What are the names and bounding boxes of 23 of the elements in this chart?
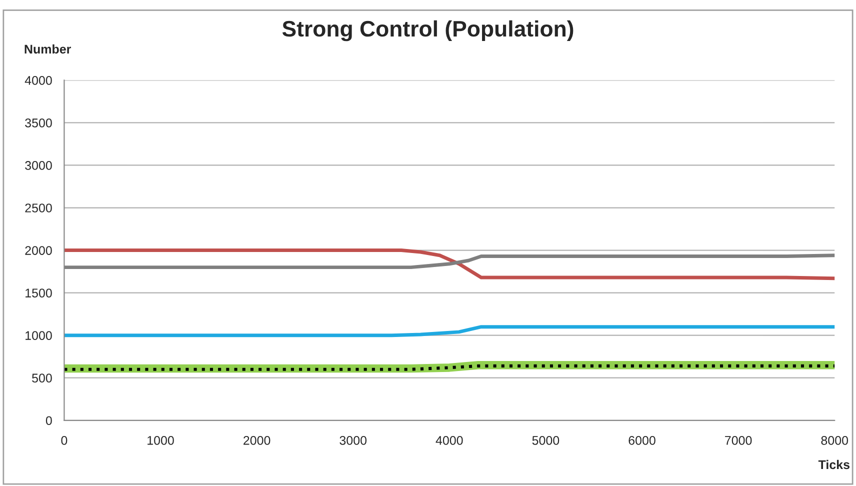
line-series (64, 325, 835, 338)
x-tick-label: 7000 (725, 436, 752, 445)
y-tick-label: 0 (46, 416, 52, 426)
x-tick-label: 1000 (148, 436, 174, 445)
y-tick-label: 3000 (25, 161, 52, 170)
x-tick-label: 5000 (532, 436, 560, 445)
x-tick-label: 0 (61, 436, 68, 445)
y-tick-label: 500 (32, 374, 52, 383)
y-tick-label: 1500 (26, 288, 52, 298)
chart-title: Strong Control (Population) (282, 20, 574, 42)
x-tick-label: 3000 (340, 436, 367, 445)
x-tick-label: 2000 (244, 436, 270, 445)
y-tick-label: 3500 (25, 118, 52, 128)
x-tick-label: 8000 (821, 436, 848, 445)
x-tick-label: 4000 (436, 436, 463, 445)
y-tick-label: 1000 (26, 331, 52, 340)
y-tick-label: 2000 (25, 246, 52, 255)
x-tick-label: 6000 (628, 436, 656, 445)
y-tick-label: 2500 (25, 204, 52, 212)
y-tick-label: 4000 (24, 76, 52, 85)
line-series (64, 248, 835, 280)
y-axis-title: Number (24, 44, 72, 54)
x-axis-title: Ticks (818, 460, 850, 470)
